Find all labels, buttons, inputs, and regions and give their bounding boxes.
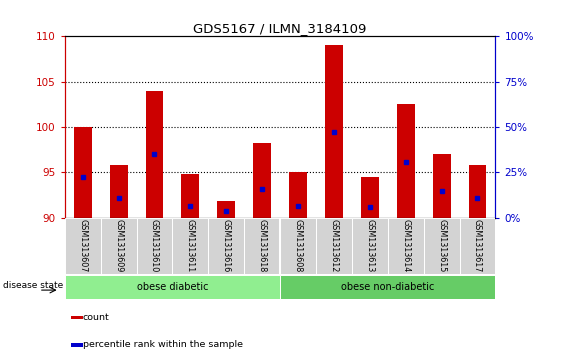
- Bar: [424, 218, 459, 274]
- Text: GSM1313617: GSM1313617: [473, 219, 482, 273]
- Text: GSM1313615: GSM1313615: [437, 219, 446, 273]
- Bar: [352, 218, 388, 274]
- Text: GSM1313610: GSM1313610: [150, 219, 159, 273]
- Bar: [110, 165, 128, 218]
- Bar: [325, 45, 343, 218]
- Bar: [74, 127, 92, 218]
- Bar: [459, 218, 495, 274]
- Text: obese non-diabetic: obese non-diabetic: [341, 282, 435, 292]
- Text: GSM1313613: GSM1313613: [365, 219, 374, 273]
- Bar: [181, 174, 199, 218]
- Text: percentile rank within the sample: percentile rank within the sample: [83, 340, 243, 349]
- Bar: [316, 218, 352, 274]
- Bar: [388, 218, 424, 274]
- Bar: [361, 177, 379, 218]
- Bar: [71, 316, 83, 319]
- Bar: [172, 218, 208, 274]
- Bar: [65, 275, 280, 299]
- Bar: [280, 275, 495, 299]
- Text: disease state: disease state: [3, 281, 64, 290]
- Bar: [217, 201, 235, 218]
- Text: obese diabetic: obese diabetic: [137, 282, 208, 292]
- Text: GSM1313614: GSM1313614: [401, 219, 410, 273]
- Text: GSM1313618: GSM1313618: [258, 219, 267, 273]
- Bar: [208, 218, 244, 274]
- Text: GSM1313607: GSM1313607: [78, 219, 87, 273]
- Bar: [432, 154, 450, 218]
- Bar: [468, 165, 486, 218]
- Bar: [397, 104, 415, 218]
- Bar: [253, 143, 271, 218]
- Bar: [145, 91, 163, 218]
- Text: GSM1313612: GSM1313612: [329, 219, 338, 273]
- Bar: [280, 218, 316, 274]
- Bar: [71, 343, 83, 347]
- Text: GSM1313616: GSM1313616: [222, 219, 231, 273]
- Text: count: count: [83, 313, 110, 322]
- Bar: [289, 172, 307, 218]
- Bar: [244, 218, 280, 274]
- Bar: [65, 218, 101, 274]
- Text: GSM1313609: GSM1313609: [114, 219, 123, 273]
- Text: GSM1313608: GSM1313608: [293, 219, 302, 273]
- Bar: [137, 218, 172, 274]
- Text: GSM1313611: GSM1313611: [186, 219, 195, 273]
- Bar: [101, 218, 137, 274]
- Title: GDS5167 / ILMN_3184109: GDS5167 / ILMN_3184109: [194, 22, 367, 35]
